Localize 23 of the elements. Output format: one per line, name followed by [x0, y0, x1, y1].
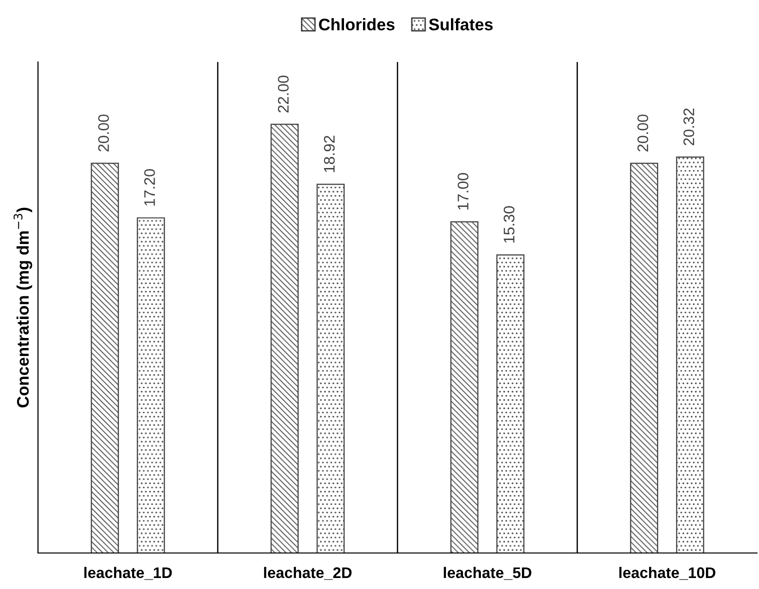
data-label: 20.00	[637, 114, 648, 152]
data-label: 20.00	[98, 114, 109, 152]
bar	[676, 156, 704, 553]
bar	[136, 217, 165, 553]
data-label: 22.00	[278, 76, 289, 112]
data-label: 18.92	[324, 136, 335, 172]
bar	[496, 254, 524, 553]
bar	[316, 184, 345, 553]
x-tick-label: leachate_1D	[84, 566, 172, 580]
bar	[630, 162, 658, 553]
data-label: 20.32	[683, 108, 694, 146]
bar	[90, 162, 119, 553]
x-tick-label: leachate_5D	[444, 566, 532, 580]
y-axis-title: Concentration (mg dm$^{−3}$)	[14, 208, 32, 408]
bar	[270, 124, 299, 553]
legend-label: Chlorides	[319, 18, 394, 30]
bar	[450, 221, 478, 553]
data-label: 15.30	[504, 206, 514, 243]
x-tick-label: leachate_2D	[264, 566, 352, 580]
data-label: 17.20	[144, 169, 155, 206]
x-tick-label: leachate_10D	[619, 566, 716, 580]
data-label: 17.00	[458, 173, 468, 210]
legend-label: Sulfates	[428, 18, 493, 30]
